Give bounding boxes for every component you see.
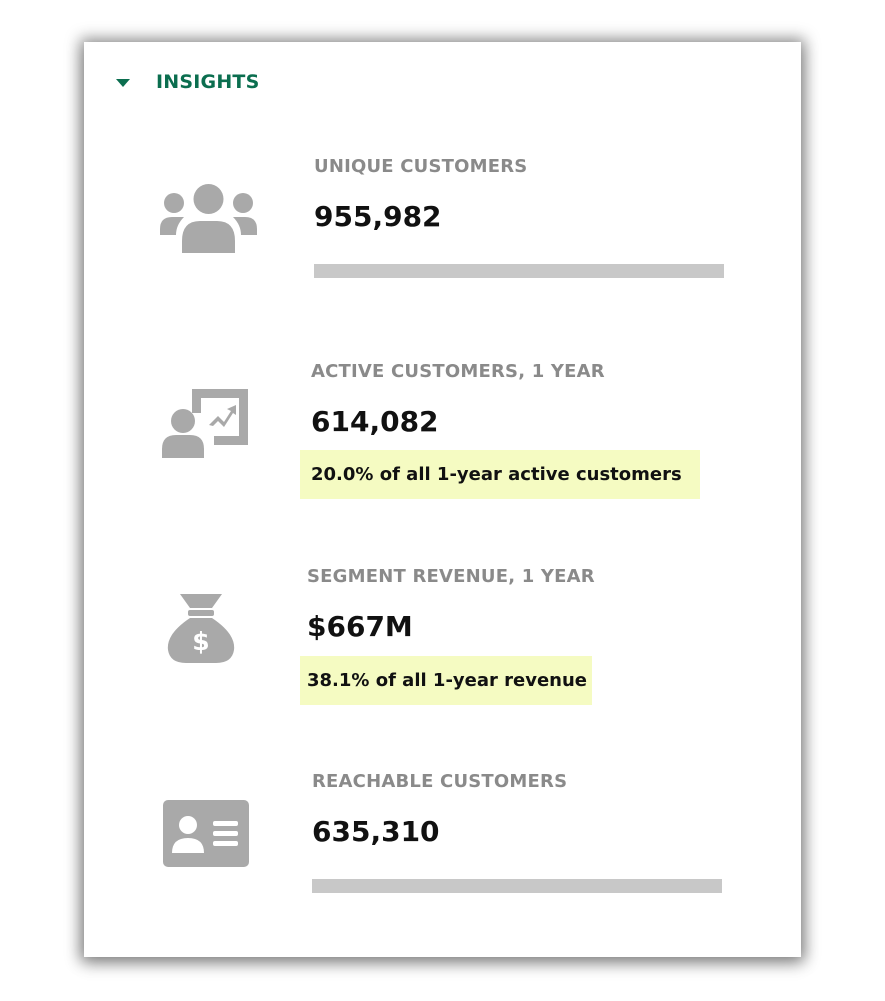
- reachable-customers-label: REACHABLE CUSTOMERS: [312, 771, 568, 792]
- contact-card-icon: [163, 800, 249, 867]
- segment-revenue-label: SEGMENT REVENUE, 1 YEAR: [307, 566, 595, 587]
- segment-revenue-note: 38.1% of all 1-year revenue: [300, 656, 592, 705]
- users-group-icon: [160, 184, 257, 253]
- unique-customers-placeholder-bar: [314, 264, 724, 278]
- svg-text:$: $: [192, 627, 209, 656]
- unique-customers-value: 955,982: [314, 200, 442, 233]
- segment-revenue-value: $667M: [307, 610, 413, 643]
- user-trend-chart-icon: [162, 389, 248, 458]
- insights-title: INSIGHTS: [156, 71, 260, 93]
- reachable-customers-placeholder-bar: [312, 879, 722, 893]
- insights-toggle[interactable]: INSIGHTS: [116, 68, 259, 96]
- active-customers-label: ACTIVE CUSTOMERS, 1 YEAR: [311, 361, 605, 382]
- money-bag-icon: $: [167, 594, 235, 663]
- caret-down-icon: [116, 78, 130, 87]
- reachable-customers-value: 635,310: [312, 815, 440, 848]
- active-customers-value: 614,082: [311, 405, 439, 438]
- active-customers-note: 20.0% of all 1-year active customers: [300, 450, 700, 499]
- unique-customers-label: UNIQUE CUSTOMERS: [314, 156, 528, 177]
